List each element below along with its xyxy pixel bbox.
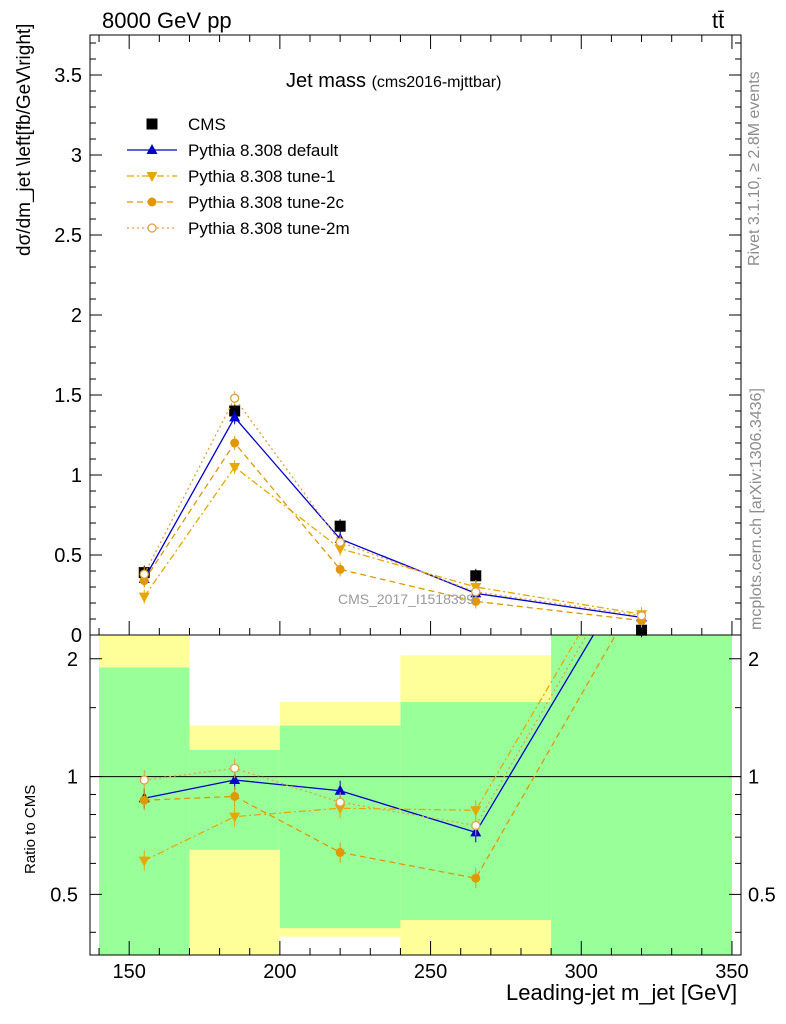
green-band-4	[551, 635, 732, 955]
ratio-point	[230, 763, 240, 773]
ratio-point	[471, 820, 481, 831]
data-point	[470, 570, 482, 582]
data-point	[230, 438, 240, 448]
ratio-point	[229, 773, 241, 784]
header-right: tt̄	[712, 8, 725, 33]
legend-entry-2: Pythia 8.308 tune-1	[127, 167, 335, 186]
main-series-line	[143, 441, 642, 622]
data-point	[334, 544, 346, 555]
legend-marker	[146, 118, 158, 130]
ratio-point	[139, 795, 149, 805]
legend-label: Pythia 8.308 default	[188, 141, 339, 160]
main-y-tick-label: 1.5	[54, 385, 82, 407]
ratio-point	[335, 847, 345, 857]
data-point	[636, 611, 647, 621]
header-left: 8000 GeV pp	[102, 8, 232, 33]
legend-label: Pythia 8.308 tune-1	[188, 167, 335, 186]
main-y-tick-label: 1	[71, 465, 82, 487]
chart-subtitle: (cms2016-mjttbar)	[371, 74, 502, 91]
x-tick-label: 150	[112, 961, 145, 983]
main-series	[138, 391, 648, 638]
ratio-y-tick-label-right: 1	[748, 767, 759, 789]
x-axis-label: Leading-jet m_jet [GeV]	[506, 980, 738, 1005]
main-series-4	[139, 391, 647, 623]
ratio-y-tick-label-right: 0.5	[748, 884, 776, 906]
legend-marker	[147, 197, 157, 207]
ratio-y-axis-label: Ratio to CMS	[22, 784, 39, 874]
ratio-uncertainty-bands	[99, 635, 732, 955]
ratio-series-3	[139, 635, 588, 836]
ratio-y-tick-label: 1	[67, 767, 78, 789]
legend-marker	[147, 223, 157, 233]
ratio-point	[138, 856, 150, 867]
x-tick-label: 250	[414, 961, 447, 983]
main-y-tick-label: 3.5	[54, 65, 82, 87]
ratio-axes: 0.5 0.5 1 1 2 2 150 200 250 300 350	[50, 35, 776, 983]
legend-label: CMS	[188, 115, 226, 134]
main-y-axis-label: dσ/dm_jet \left[fb/GeV\right]	[14, 23, 35, 256]
main-y-tick-label: 3	[71, 145, 82, 167]
data-point	[139, 569, 149, 579]
chart-title-main: Jet mass	[286, 70, 367, 92]
main-y-tick-label: 2.5	[54, 225, 82, 247]
data-point	[335, 564, 345, 574]
ratio-point	[334, 784, 346, 795]
ratio-series-line	[144, 635, 617, 879]
green-band-0	[99, 667, 190, 955]
legend-entry-4: Pythia 8.308 tune-2m	[127, 219, 350, 238]
rivet-version-label: Rivet 3.1.10, ≥ 2.8M events	[746, 71, 763, 266]
data-point	[229, 463, 241, 473]
x-tick-label: 350	[715, 961, 748, 983]
data-point	[230, 393, 240, 403]
ratio-point	[139, 775, 149, 785]
ratio-point	[471, 873, 481, 883]
ratio-y-tick-label-right: 2	[748, 649, 759, 671]
data-point	[335, 537, 345, 547]
ratio-point	[230, 791, 240, 801]
data-point	[471, 596, 481, 606]
ratio-point	[229, 812, 241, 823]
mcplots-label: mcplots.cern.ch [arXiv:1306.3436]	[748, 388, 765, 630]
ratio-point	[470, 806, 482, 817]
main-y-tick-label: 0	[71, 625, 82, 647]
data-point	[334, 520, 346, 532]
data-point	[471, 587, 481, 597]
legend-entry-3: Pythia 8.308 tune-2c	[127, 193, 344, 212]
legend: CMS Pythia 8.308 default Pythia 8.308 tune…	[127, 115, 350, 238]
ratio-series-2	[139, 635, 617, 889]
legend-label: Pythia 8.308 tune-2c	[188, 193, 344, 212]
green-band-2	[279, 725, 401, 929]
data-point	[229, 411, 241, 422]
legend-label: Pythia 8.308 tune-2m	[188, 219, 350, 238]
x-tick-label: 200	[263, 961, 296, 983]
data-point	[138, 592, 150, 603]
data-point	[636, 624, 648, 636]
x-tick-label: 300	[565, 961, 598, 983]
ratio-point	[335, 797, 345, 807]
main-y-ticks: 0 0.5 1 1.5 2 2.5 3 3.5	[54, 42, 741, 647]
main-y-tick-label: 2	[71, 305, 82, 327]
chart-title: Jet mass (cms2016-mjttbar)	[286, 70, 501, 93]
legend-marker	[146, 144, 158, 154]
ratio-y-tick-label: 0.5	[50, 884, 78, 906]
ratio-series	[138, 635, 617, 889]
ratio-panel-frame	[89, 634, 742, 956]
legend-marker	[146, 172, 158, 182]
legend-entry-0: CMS	[146, 115, 226, 134]
watermark: CMS_2017_I1518399	[338, 591, 475, 607]
main-y-tick-label: 0.5	[54, 545, 82, 567]
legend-entry-1: Pythia 8.308 default	[127, 141, 339, 160]
ratio-y-tick-label: 2	[67, 649, 78, 671]
